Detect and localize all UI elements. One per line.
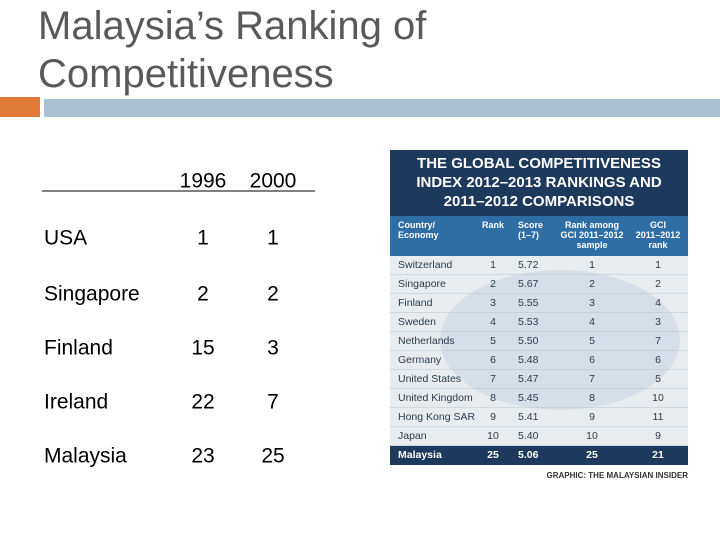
info-value: 5.48 bbox=[518, 354, 539, 366]
rank-value: 22 bbox=[191, 391, 214, 414]
info-value: 21 bbox=[652, 449, 664, 461]
info-value: 3 bbox=[655, 316, 661, 328]
info-value: 7 bbox=[490, 373, 496, 385]
country-name: Finland bbox=[44, 337, 113, 360]
info-value: 25 bbox=[487, 449, 499, 461]
info-value: 5.47 bbox=[518, 373, 539, 385]
info-value: 6 bbox=[655, 354, 661, 366]
info-country: United States bbox=[398, 373, 461, 385]
info-value: 5.67 bbox=[518, 278, 539, 290]
column-header: 1996 bbox=[180, 170, 227, 193]
accent-bar bbox=[44, 99, 720, 117]
info-value: 4 bbox=[490, 316, 496, 328]
country-name: Malaysia bbox=[44, 445, 127, 468]
info-country: United Kingdom bbox=[398, 392, 473, 404]
country-name: Singapore bbox=[44, 283, 140, 306]
info-country: Germany bbox=[398, 354, 442, 366]
infographic: THE GLOBAL COMPETITIVENESS INDEX 2012–201… bbox=[390, 150, 689, 480]
info-country: Switzerland bbox=[398, 259, 452, 271]
info-header-bg bbox=[390, 150, 688, 216]
info-credit: GRAPHIC: THE MALAYSIAN INSIDER bbox=[547, 471, 689, 480]
info-country: Japan bbox=[398, 430, 427, 442]
rank-value: 23 bbox=[191, 445, 214, 468]
country-name: USA bbox=[44, 227, 87, 250]
info-value: 6 bbox=[589, 354, 595, 366]
info-value: 5.72 bbox=[518, 259, 539, 271]
slide-title: Malaysia’s Ranking of Competitiveness bbox=[38, 4, 427, 96]
info-value: 7 bbox=[655, 335, 661, 347]
rank-value: 1 bbox=[197, 227, 209, 250]
info-value: 7 bbox=[589, 373, 595, 385]
rank-value: 15 bbox=[191, 337, 214, 360]
info-value: 9 bbox=[589, 411, 595, 423]
info-value: 4 bbox=[655, 297, 661, 309]
info-column-header: GCI 2011–2012 rank bbox=[636, 220, 681, 250]
info-value: 9 bbox=[655, 430, 661, 442]
info-value: 6 bbox=[490, 354, 496, 366]
rank-value: 25 bbox=[261, 445, 284, 468]
info-value: 5.41 bbox=[518, 411, 539, 423]
rank-value: 3 bbox=[267, 337, 279, 360]
info-title: THE GLOBAL COMPETITIVENESS INDEX 2012–201… bbox=[416, 155, 662, 210]
info-value: 2 bbox=[589, 278, 595, 290]
info-column-header: Rank among GCI 2011–2012 sample bbox=[560, 220, 623, 250]
info-value: 5.06 bbox=[518, 449, 539, 461]
info-value: 8 bbox=[589, 392, 595, 404]
info-column-header: Country/Economy bbox=[398, 220, 439, 240]
info-value: 25 bbox=[586, 449, 598, 461]
info-column-header: Score (1–7) bbox=[518, 220, 543, 240]
info-column-header: Rank bbox=[482, 220, 505, 230]
info-value: 2 bbox=[490, 278, 496, 290]
rank-value: 2 bbox=[197, 283, 209, 306]
info-country: Sweden bbox=[398, 316, 436, 328]
info-value: 4 bbox=[589, 316, 595, 328]
info-country: Finland bbox=[398, 297, 433, 309]
map-backdrop bbox=[440, 270, 680, 410]
info-value: 5.55 bbox=[518, 297, 539, 309]
info-value: 1 bbox=[655, 259, 661, 271]
info-value: 5.50 bbox=[518, 335, 539, 347]
info-value: 11 bbox=[653, 411, 664, 423]
info-value: 10 bbox=[586, 430, 598, 442]
info-country: Singapore bbox=[398, 278, 446, 290]
column-header: 2000 bbox=[250, 170, 297, 193]
info-value: 5 bbox=[655, 373, 661, 385]
info-value: 5 bbox=[589, 335, 595, 347]
info-value: 2 bbox=[655, 278, 661, 290]
info-value: 1 bbox=[490, 259, 496, 271]
info-value: 9 bbox=[490, 411, 496, 423]
info-value: 1 bbox=[589, 259, 595, 271]
info-value: 5.45 bbox=[518, 392, 539, 404]
info-colhead-bg bbox=[390, 216, 688, 256]
rank-value: 1 bbox=[267, 227, 279, 250]
info-value: 5.40 bbox=[518, 430, 539, 442]
info-value: 5.53 bbox=[518, 316, 539, 328]
highlight-row-bg bbox=[390, 446, 688, 465]
info-country: Netherlands bbox=[398, 335, 455, 347]
accent-block bbox=[0, 97, 40, 117]
info-value: 5 bbox=[490, 335, 496, 347]
rank-value: 2 bbox=[267, 283, 279, 306]
info-value: 3 bbox=[490, 297, 496, 309]
rank-value: 7 bbox=[267, 391, 279, 414]
country-name: Ireland bbox=[44, 391, 108, 414]
info-country: Hong Kong SAR bbox=[398, 411, 475, 423]
info-value: 3 bbox=[589, 297, 595, 309]
info-country: Malaysia bbox=[398, 449, 442, 461]
info-value: 10 bbox=[652, 392, 664, 404]
info-value: 8 bbox=[490, 392, 496, 404]
info-value: 10 bbox=[487, 430, 499, 442]
